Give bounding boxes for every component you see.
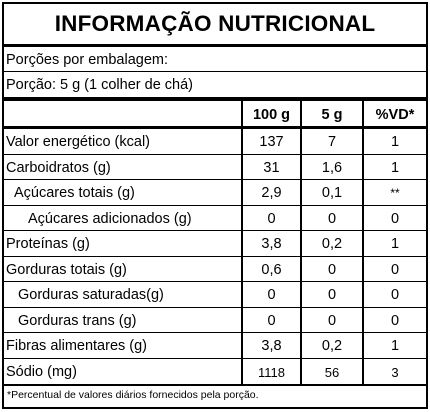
cell-vd: 0: [390, 261, 400, 278]
cell-v5: 0: [327, 210, 337, 227]
label-border: [2, 2, 428, 409]
cell-vd: 0: [390, 210, 400, 227]
cell-v5: 0: [327, 261, 337, 278]
cell-v100: 3,8: [261, 236, 282, 252]
cell-vd: 1: [390, 134, 400, 150]
footnote: *Percentual de valores diários fornecido…: [7, 389, 259, 401]
nutrient-name: Açúcares totais (g): [14, 185, 135, 201]
cell-v5: 7: [327, 134, 337, 150]
cell-v100: 0: [267, 210, 276, 227]
column-header-vd: %VD*: [375, 107, 415, 123]
title-rule: [4, 44, 426, 47]
label-title: INFORMAÇÃO NUTRICIONAL: [54, 11, 376, 36]
nutrient-name: Fibras alimentares (g): [6, 338, 148, 354]
cell-v100: 3,8: [261, 338, 282, 354]
cell-v5: 0: [327, 312, 337, 329]
header-rule: [4, 126, 426, 129]
nutrient-name: Açúcares adicionados (g): [28, 210, 192, 227]
servings-per-package: Porções por embalagem:: [6, 52, 168, 68]
serving-size: Porção: 5 g (1 colher de chá): [6, 77, 193, 93]
column-header-100g: 100 g: [252, 107, 291, 123]
cell-vd: 1: [390, 338, 400, 354]
nutrient-name: Gorduras saturadas(g): [18, 287, 164, 303]
row-divider: [4, 306, 426, 308]
cell-vd: 1: [390, 236, 400, 252]
row-divider: [4, 179, 426, 180]
cell-v5: 1,6: [321, 159, 343, 176]
column-divider-3: [362, 101, 364, 384]
row-divider: [4, 332, 426, 333]
row-divider: [4, 357, 426, 359]
cell-v100: 1118: [258, 364, 285, 380]
row-divider: [4, 153, 426, 155]
row-divider: [4, 204, 426, 206]
cell-v100: 0: [267, 312, 276, 329]
cell-vd: 3: [391, 364, 399, 380]
cell-v5: 0: [327, 287, 337, 303]
column-divider-1: [241, 101, 243, 384]
cell-v100: 2,9: [261, 185, 282, 201]
column-divider-2: [300, 101, 302, 384]
cell-vd: 1: [390, 159, 400, 176]
cell-v5: 0,1: [321, 185, 343, 201]
table-top-rule: [4, 97, 426, 101]
row-divider: [4, 230, 426, 231]
nutrient-name: Proteínas (g): [6, 236, 90, 252]
row-divider: [4, 281, 426, 282]
cell-vd: 0: [390, 287, 400, 303]
nutrient-name: Sódio (mg): [6, 363, 77, 380]
cell-v5: 0,2: [321, 236, 343, 252]
cell-vd: **: [390, 186, 400, 200]
cell-v100: 0,6: [261, 261, 282, 278]
nutrient-name: Valor energético (kcal): [6, 134, 150, 150]
table-bottom-rule: [4, 384, 426, 386]
row-divider: [4, 255, 426, 257]
servings-divider: [4, 71, 426, 72]
cell-v5: 56: [324, 364, 340, 380]
cell-v100: 137: [259, 134, 284, 150]
cell-v100: 0: [267, 287, 276, 303]
cell-v5: 0,2: [321, 338, 343, 354]
nutrient-name: Carboidratos (g): [6, 159, 111, 176]
nutrient-name: Gorduras totais (g): [6, 261, 127, 278]
cell-vd: 0: [390, 312, 400, 329]
cell-v100: 31: [263, 159, 280, 176]
nutrient-name: Gorduras trans (g): [18, 312, 137, 329]
column-header-5g: 5 g: [321, 107, 343, 123]
